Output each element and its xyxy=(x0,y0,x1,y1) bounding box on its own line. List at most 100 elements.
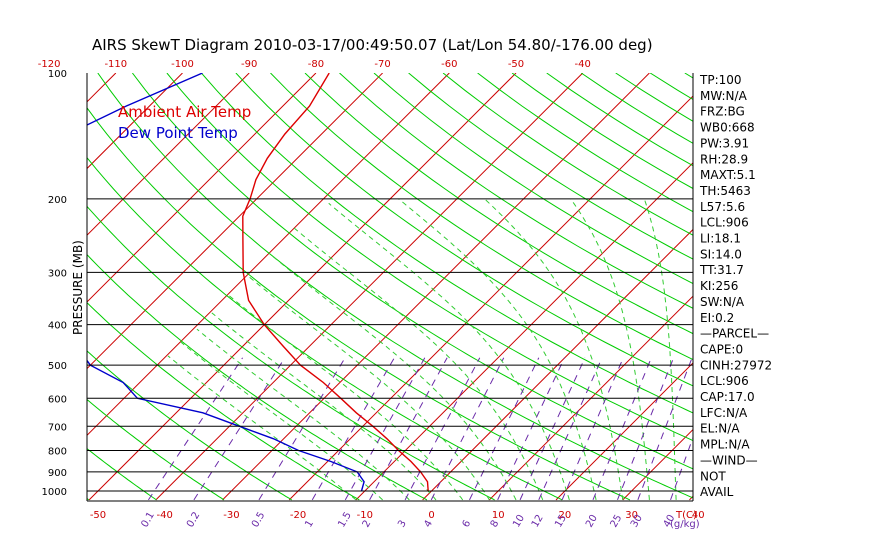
index-item: LCL:906 xyxy=(700,374,749,388)
top-temp-tick: -80 xyxy=(308,59,324,70)
dry-adiabat-line xyxy=(87,398,225,501)
mixing-ratio-label: 0.2 xyxy=(185,510,202,529)
pressure-tick-label: 400 xyxy=(48,321,67,332)
top-temp-tick: -110 xyxy=(104,59,127,70)
bottom-temp-tick: -20 xyxy=(290,510,306,521)
index-item: LCL:906 xyxy=(700,216,749,230)
dry-adiabat-line xyxy=(442,73,693,236)
top-temp-tick: -60 xyxy=(441,59,457,70)
y-axis-label: PRESSURE (MB) xyxy=(71,240,85,335)
dry-adiabat-line xyxy=(754,73,870,500)
index-item: —PARCEL— xyxy=(700,327,769,341)
pressure-tick-label: 300 xyxy=(48,268,67,279)
temp-unit-label: T(C) xyxy=(675,510,697,521)
moist-adiabat-line xyxy=(570,198,650,500)
index-item: EI:0.2 xyxy=(700,311,734,325)
dry-adiabat-line xyxy=(235,73,693,387)
dry-adiabat-line xyxy=(201,73,693,414)
mixing-ratio-label: 3 xyxy=(396,518,409,529)
index-item: TH:5463 xyxy=(699,184,751,198)
bottom-temp-tick: -30 xyxy=(223,510,239,521)
pressure-tick-label: 800 xyxy=(48,446,67,457)
mixing-ratio-label: 10 xyxy=(511,513,527,530)
mixing-ratio-label: 25 xyxy=(609,513,625,530)
legend-ambient-air-temp: Ambient Air Temp xyxy=(118,103,251,121)
isotherm-line xyxy=(87,73,183,170)
isotherm-line xyxy=(88,73,517,501)
moist-adiabat-line xyxy=(228,294,464,501)
dry-adiabat-line xyxy=(87,156,563,501)
dry-adiabat-line xyxy=(823,73,870,500)
mixing-ratio-line xyxy=(538,357,603,501)
mixing-ratio-label: 8 xyxy=(489,518,502,529)
mixing-ratio-line xyxy=(637,357,693,501)
dry-adiabat-line xyxy=(97,73,693,499)
bottom-temp-tick: 30 xyxy=(625,510,638,521)
index-item: WB0:668 xyxy=(700,121,755,135)
dry-adiabat-line xyxy=(408,73,693,260)
isotherm-line xyxy=(422,228,693,501)
top-temp-tick: -120 xyxy=(38,59,61,70)
isotherm-line xyxy=(355,162,693,501)
isotherm-line xyxy=(222,73,650,501)
mixing-ratio-line xyxy=(519,357,586,501)
mixing-ratio-line xyxy=(344,357,426,501)
pressure-tick-label: 700 xyxy=(48,422,67,433)
top-temp-tick: -50 xyxy=(508,59,524,70)
dry-adiabat-line xyxy=(339,73,693,309)
top-temp-tick: -90 xyxy=(241,59,257,70)
moist-adiabat-line xyxy=(643,198,677,500)
index-item: FRZ:BG xyxy=(700,105,745,119)
mixing-ratio-label: 0.5 xyxy=(250,510,267,529)
dry-adiabat-line xyxy=(166,73,693,442)
legend-dew-point-temp: Dew Point Temp xyxy=(118,124,238,142)
isotherm-line xyxy=(87,73,117,103)
axis-frame xyxy=(86,73,694,502)
dry-adiabat-line xyxy=(87,205,495,501)
dry-adiabat-line xyxy=(373,73,693,285)
dry-adiabat-line xyxy=(87,253,428,501)
mixing-ratio-label: 20 xyxy=(584,513,600,530)
index-item: EL:N/A xyxy=(700,422,740,436)
mixing-ratio-line xyxy=(369,357,448,501)
bottom-temp-tick: 10 xyxy=(492,510,505,521)
bottom-temp-tick: 0 xyxy=(428,510,434,521)
index-item: NOT xyxy=(700,469,726,483)
isotherm-line xyxy=(488,295,693,501)
bottom-temp-tick: 20 xyxy=(559,510,572,521)
isotherm-line xyxy=(87,73,450,437)
pressure-tick-label: 1000 xyxy=(42,487,67,498)
moist-adiabat-line xyxy=(398,198,597,501)
isotherm-line xyxy=(0,73,49,500)
moist-adiabat-line xyxy=(196,328,410,501)
dry-adiabat-line xyxy=(87,107,631,501)
dry-adiabat-line xyxy=(132,73,693,470)
index-item: SW:N/A xyxy=(700,295,745,309)
index-item: TP:100 xyxy=(699,73,742,87)
index-item: CAP:17.0 xyxy=(700,390,755,404)
index-item: MPL:N/A xyxy=(700,438,750,452)
pressure-tick-label: 500 xyxy=(48,361,67,372)
isotherm-line xyxy=(87,73,383,370)
mixing-ratio-line xyxy=(430,357,505,501)
mixing-ratio-line xyxy=(617,357,675,501)
mixing-ratio-line xyxy=(404,357,481,501)
moist-adiabat-line xyxy=(328,202,570,501)
index-item: CINH:27972 xyxy=(700,358,772,372)
chart-title: AIRS SkewT Diagram 2010-03-17/00:49:50.0… xyxy=(92,36,653,54)
pressure-tick-label: 100 xyxy=(48,69,67,80)
bottom-temp-tick: -40 xyxy=(157,510,173,521)
index-item: MW:N/A xyxy=(700,89,748,103)
mixing-ratio-label: 12 xyxy=(530,513,546,530)
mixing-ratio-label: 1.5 xyxy=(336,510,353,529)
moist-adiabat-line xyxy=(247,275,490,501)
index-item: TT:31.7 xyxy=(699,263,744,277)
mixing-ratio-label: 2 xyxy=(361,518,374,529)
bottom-temp-tick: -10 xyxy=(357,510,373,521)
top-temp-tick: -40 xyxy=(575,59,591,70)
mixing-ratio-unit: (g/kg) xyxy=(670,519,700,530)
isotherm-line xyxy=(87,73,250,236)
mixing-ratio-label: 4 xyxy=(422,518,435,529)
